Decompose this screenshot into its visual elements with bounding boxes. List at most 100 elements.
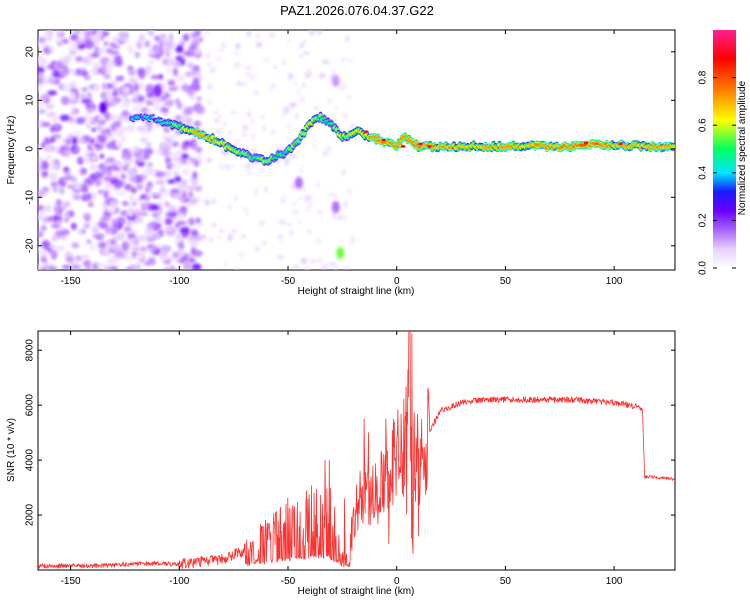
noise-blob: [159, 186, 166, 195]
noise-blob: [94, 179, 101, 187]
noise-blob: [155, 243, 162, 249]
noise-blob: [106, 94, 114, 103]
noise-blob: [103, 180, 111, 185]
noise-blob: [38, 264, 42, 270]
noise-blob: [292, 208, 299, 215]
noise-blob: [311, 259, 317, 264]
ridge-hotspot: [364, 130, 369, 134]
noise-blob: [347, 95, 351, 100]
noise-blob: [100, 92, 108, 100]
noise-blob: [38, 66, 45, 74]
noise-blob: [187, 47, 193, 51]
snr-y-ticks: 2000 4000 6000 8000: [25, 339, 675, 526]
noise-blob: [342, 112, 349, 119]
noise-blob: [287, 73, 294, 80]
noise-blob: [316, 181, 320, 188]
snr-series-line: [38, 331, 675, 569]
noise-blob: [39, 94, 50, 102]
noise-blob: [183, 83, 188, 92]
noise-blob: [92, 233, 102, 239]
noise-blob: [72, 194, 82, 200]
noise-blob: [251, 135, 256, 140]
noise-blob: [297, 88, 301, 94]
noise-blob: [189, 238, 200, 246]
noise-blob: [192, 66, 200, 70]
noise-blob: [143, 148, 154, 155]
noise-blob: [205, 52, 211, 59]
noise-blob: [172, 67, 178, 76]
noise-blob: [322, 59, 328, 64]
noise-blob: [63, 175, 72, 180]
noise-blob: [94, 171, 104, 179]
noise-blob: [123, 183, 133, 191]
noise-blob: [196, 101, 201, 109]
noise-blob: [38, 55, 43, 60]
noise-blob: [146, 92, 154, 98]
noise-blob: [350, 122, 357, 130]
noise-blob: [297, 219, 302, 225]
noise-blob: [67, 184, 73, 189]
noise-blob: [164, 38, 170, 43]
noise-blob: [59, 226, 65, 231]
noise-blob: [75, 117, 86, 125]
noise-blob: [309, 30, 316, 34]
noise-blob: [38, 230, 44, 238]
noise-blob: [122, 166, 129, 171]
noise-blob: [263, 57, 270, 63]
ridge-hotspot: [418, 142, 423, 146]
noise-blob: [195, 146, 202, 153]
noise-blob: [223, 262, 229, 267]
noise-blob: [38, 165, 43, 171]
noise-blob: [90, 155, 98, 162]
noise-blob: [55, 38, 61, 42]
noise-blob: [83, 194, 91, 201]
noise-blob: [61, 38, 69, 44]
noise-blob: [115, 160, 123, 169]
noise-blob: [306, 229, 312, 234]
noise-blob: [303, 266, 311, 270]
noise-blob: [69, 50, 77, 55]
noise-blob: [293, 264, 299, 269]
noise-blob: [158, 74, 163, 80]
noise-blob: [60, 188, 65, 195]
noise-blob: [165, 99, 174, 106]
noise-blob: [73, 182, 82, 191]
noise-blob: [75, 255, 83, 262]
noise-blob: [167, 179, 176, 184]
ridge-segment: [670, 145, 675, 149]
noise-blob: [312, 142, 317, 149]
noise-blob: [127, 43, 132, 52]
noise-blob: [184, 261, 190, 270]
noise-blob: [120, 99, 127, 108]
noise-blob: [105, 101, 112, 107]
noise-blob: [107, 244, 117, 248]
noise-blob: [98, 134, 107, 144]
noise-blob: [277, 255, 285, 260]
noise-blob: [299, 186, 306, 192]
noise-blob: [165, 201, 170, 206]
noise-blob: [160, 34, 166, 39]
noise-blob: [328, 262, 336, 266]
noise-blob: [99, 154, 105, 159]
noise-blob: [281, 59, 287, 66]
noise-blob: [246, 65, 253, 71]
noise-blob: [86, 239, 91, 244]
noise-blob: [138, 34, 145, 42]
noise-blob: [164, 189, 170, 198]
noise-blob: [139, 212, 148, 216]
noise-blob: [153, 233, 160, 239]
noise-blob: [168, 86, 178, 91]
noise-blob: [245, 126, 249, 130]
noise-blob: [60, 69, 67, 78]
noise-blob: [125, 220, 133, 226]
noise-blob: [123, 109, 129, 117]
noise-blob: [38, 156, 43, 164]
noise-blob: [217, 114, 222, 119]
noise-blob: [146, 101, 154, 106]
noise-blob: [64, 170, 71, 177]
noise-blob: [66, 56, 71, 63]
noise-blob: [115, 141, 125, 147]
noise-blob: [48, 75, 54, 84]
colorbar-tick-label: 0.0: [698, 261, 709, 275]
